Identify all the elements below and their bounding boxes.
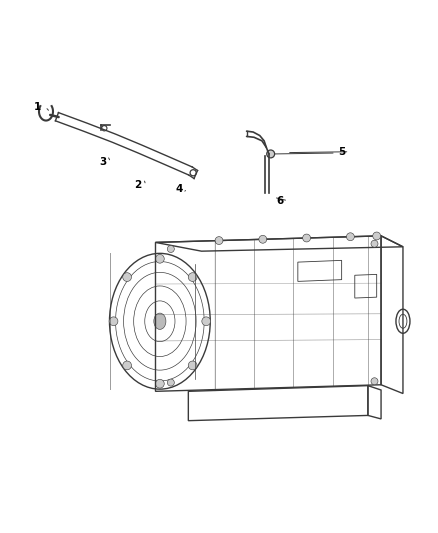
Circle shape <box>167 246 174 253</box>
Text: 5: 5 <box>338 147 345 157</box>
Circle shape <box>188 273 197 281</box>
Circle shape <box>346 233 354 241</box>
Circle shape <box>123 273 131 281</box>
Circle shape <box>167 379 174 386</box>
Circle shape <box>202 317 211 326</box>
Text: 3: 3 <box>99 157 106 167</box>
Circle shape <box>267 150 275 158</box>
Circle shape <box>371 240 378 247</box>
Circle shape <box>303 234 311 242</box>
Circle shape <box>215 237 223 245</box>
Text: 1: 1 <box>34 102 41 111</box>
Circle shape <box>259 236 267 243</box>
Circle shape <box>155 379 164 388</box>
Text: 6: 6 <box>277 196 284 206</box>
Circle shape <box>371 378 378 385</box>
Circle shape <box>188 361 197 370</box>
Circle shape <box>155 254 164 263</box>
Circle shape <box>123 361 131 370</box>
Circle shape <box>373 232 381 240</box>
Text: 4: 4 <box>176 183 183 193</box>
Text: 2: 2 <box>134 181 141 190</box>
Ellipse shape <box>154 313 166 329</box>
Circle shape <box>109 317 118 326</box>
